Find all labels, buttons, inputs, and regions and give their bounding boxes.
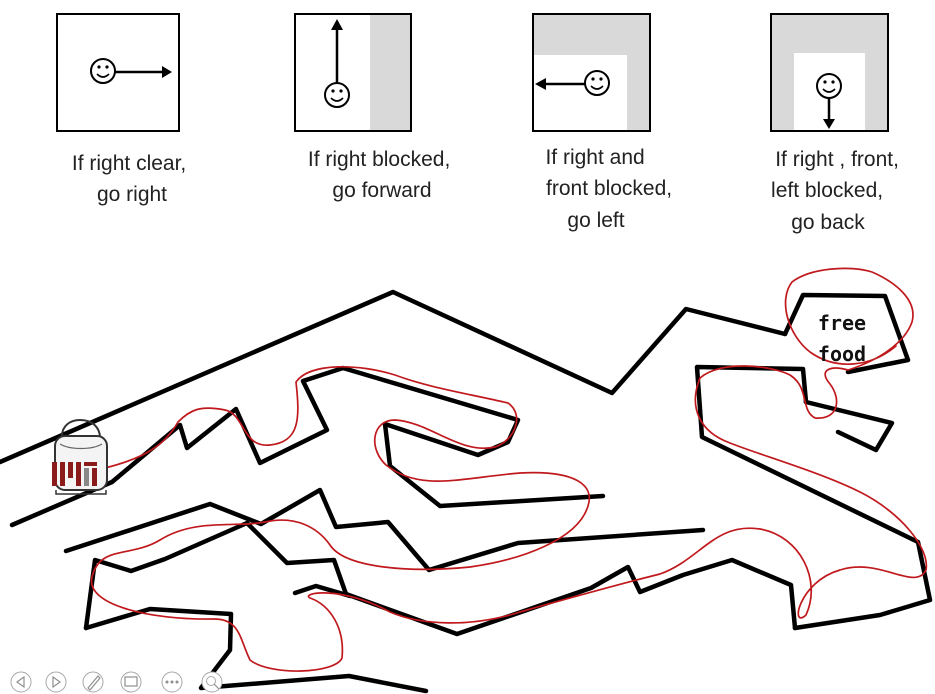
maze-inner-wall [63,487,706,573]
previous-icon[interactable] [10,671,32,693]
rule-caption-line: If right blocked, [308,148,450,171]
rule-caption: If right , front, left blocked, go back [771,148,905,234]
rule-caption-line: front blocked, [546,177,672,200]
rule-panel-dead-end: If right , front, left blocked, go back [770,13,905,234]
mit-logo [52,462,97,486]
maze-inner-wall [83,520,798,637]
maze-inner-wall [803,399,895,453]
backpack-icon [52,418,108,495]
pen-icon[interactable] [82,671,104,693]
smiley-face-icon [584,70,610,96]
rule-caption-line: go left [567,209,624,232]
more-options-icon[interactable] [161,671,183,693]
rule-caption-line: go back [791,211,865,234]
zoom-icon[interactable] [201,671,223,693]
rule-caption-line: go forward [332,179,431,202]
blocked-wall [772,15,794,130]
rule-panel-right-front-blocked: If right and front blocked, go left [532,13,678,232]
rule-caption-line: go right [97,183,167,206]
blocked-wall [627,15,649,130]
goal-label-line: food [818,342,866,366]
arrow-up-icon [331,19,343,83]
route-line [90,267,928,672]
rule-caption-line: If right clear, [72,152,186,175]
rule-caption: If right clear, go right [72,152,192,206]
arrow-right-icon [115,66,172,78]
maze-inner-wall [9,365,606,528]
maze-walls [0,289,933,694]
blocked-wall [370,15,410,130]
arrow-left-icon [535,78,585,90]
smiley-face-icon [324,82,350,108]
maze-right-corridor-wall [694,364,933,631]
goal-label: free food [818,311,866,366]
rule-caption: If right blocked, go forward [308,148,456,202]
maze-inner-wall [292,583,353,599]
next-icon[interactable] [45,671,67,693]
maze-goal-wall [782,292,911,375]
goal-label-line: free [818,311,866,335]
arrow-down-icon [823,98,835,129]
maze-outer-wall-top [0,289,788,465]
smiley-face-icon [816,73,842,99]
slide-overview-icon[interactable] [120,671,142,693]
rule-caption: If right and front blocked, go left [545,146,678,232]
rule-caption-line: If right and [545,146,644,169]
maze-inner-wall [83,606,429,694]
rule-panel-right-clear: If right clear, go right [56,13,192,206]
rule-caption-line: If right , front, [775,148,899,171]
solution-path [90,267,928,672]
smiley-face-icon [90,58,116,84]
rule-panel-right-blocked: If right blocked, go forward [294,13,456,202]
blocked-wall [865,15,887,130]
slideshow-controls [10,671,223,693]
rule-caption-line: left blocked, [771,179,883,202]
